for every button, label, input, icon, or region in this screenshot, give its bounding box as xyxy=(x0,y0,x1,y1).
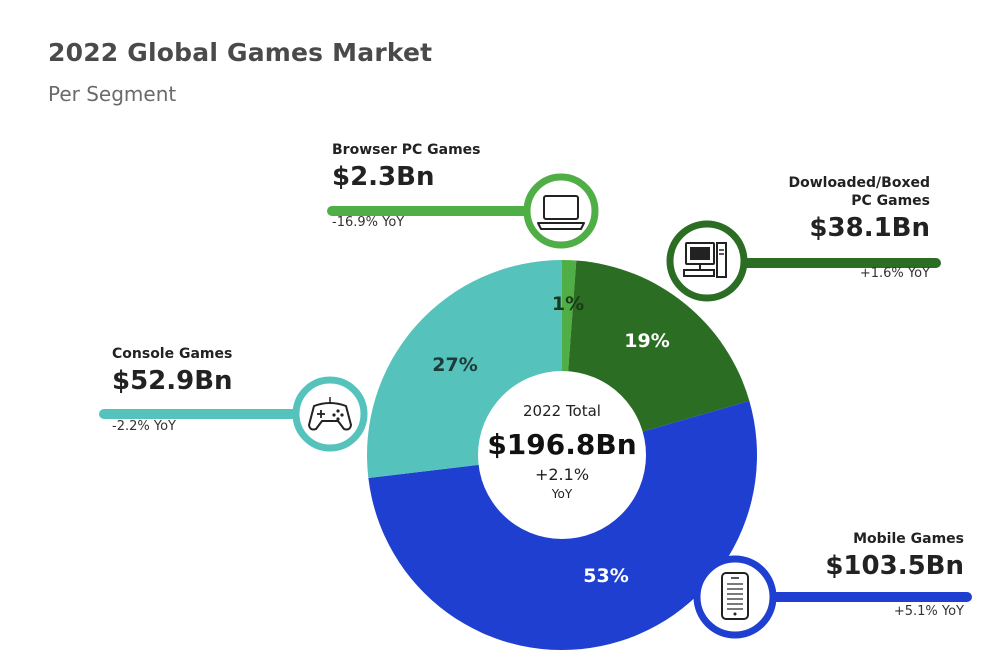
laptop-icon xyxy=(523,173,599,249)
label-console-games: Console Games $52.9Bn -2.2% YoY xyxy=(112,345,233,434)
label-browser-pc-games: Browser PC Games $2.3Bn -16.9% YoY xyxy=(332,141,481,230)
pct-label-downloaded: 19% xyxy=(624,330,669,352)
segment-yoy: +1.6% YoY xyxy=(859,266,930,281)
desktop-computer-icon xyxy=(666,220,748,302)
segment-name: Browser PC Games xyxy=(332,142,481,158)
segment-name-line1: Dowloaded/Boxed xyxy=(788,175,930,191)
center-total-value: $196.8Bn xyxy=(487,428,636,461)
pct-label-browser: 1% xyxy=(552,293,584,315)
segment-yoy: +5.1% YoY xyxy=(893,604,964,619)
mobile-phone-icon xyxy=(693,555,777,639)
label-downloaded-pc-games: Dowloaded/Boxed PC Games $38.1Bn +1.6% Y… xyxy=(690,174,930,281)
center-total-label: 2022 Total xyxy=(523,402,601,420)
chart-subtitle: Per Segment xyxy=(48,82,177,106)
segment-value: $103.5Bn xyxy=(825,551,964,581)
pct-label-mobile: 53% xyxy=(583,565,628,587)
center-total-change-unit: YoY xyxy=(551,487,573,501)
segment-name: Mobile Games xyxy=(853,531,964,547)
segment-value: $2.3Bn xyxy=(332,162,435,192)
segment-value: $52.9Bn xyxy=(112,366,233,396)
segment-yoy: -16.9% YoY xyxy=(332,215,405,230)
segment-yoy: -2.2% YoY xyxy=(112,419,176,434)
segment-name-line2: PC Games xyxy=(851,193,930,209)
segment-value: $38.1Bn xyxy=(809,213,930,243)
center-total-change: +2.1% xyxy=(535,465,589,484)
gamepad-icon xyxy=(292,376,368,452)
label-mobile-games: Mobile Games $103.5Bn +5.1% YoY xyxy=(724,530,964,619)
donut-hole xyxy=(478,371,646,539)
segment-name: Console Games xyxy=(112,346,233,362)
pct-label-console: 27% xyxy=(432,354,477,376)
chart-title: 2022 Global Games Market xyxy=(48,38,433,67)
